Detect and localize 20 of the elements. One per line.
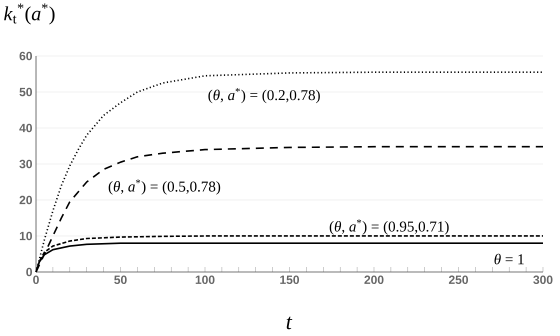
- x-tick-label: 0: [33, 276, 39, 284]
- y-tick-label: 60: [20, 52, 32, 60]
- x-axis-title: t: [286, 316, 292, 330]
- y-tick-label: 10: [20, 232, 32, 240]
- x-tick-label: 250: [448, 276, 468, 284]
- y-tick-label: 0: [26, 268, 32, 276]
- y-tick-label: 30: [19, 160, 32, 168]
- y-axis-title: k$_{t}$$^{*}$(a$^{*}$): [4, 4, 55, 24]
- x-tick-label: 50: [114, 276, 127, 284]
- x-tick-label: 200: [364, 276, 384, 284]
- series-label: (θ, a$^{*}$) = (0.95,0.71): [330, 219, 449, 235]
- x-tick-label: 100: [196, 276, 215, 284]
- y-tick-label: 40: [19, 124, 32, 132]
- x-tick-label: 150: [280, 276, 300, 284]
- series-label: (θ, a$^{*}$) = (0.2,0.78): [208, 88, 320, 104]
- y-tick-label: 20: [20, 196, 32, 204]
- series-label: (θ, a$^{*}$) = (0.5,0.78): [108, 179, 220, 195]
- series-label: θ = 1: [494, 254, 524, 264]
- x-tick-label: 300: [533, 276, 553, 284]
- y-tick-label: 50: [20, 88, 32, 96]
